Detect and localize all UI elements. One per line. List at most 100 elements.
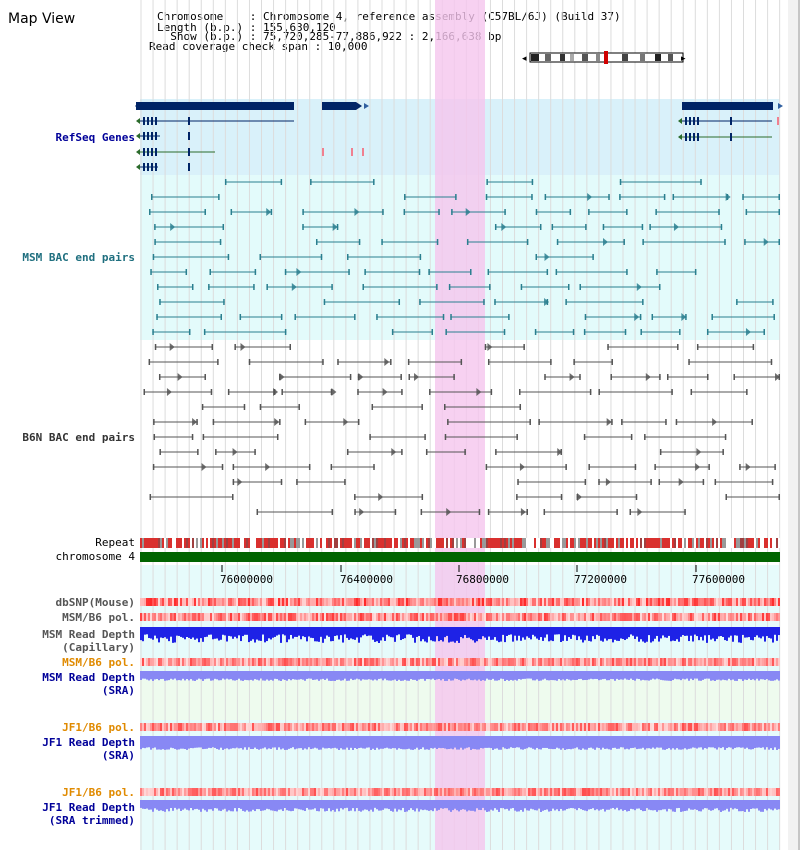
msm-b6-pol-label[interactable]: MSM/B6 pol.: [62, 611, 135, 624]
msm-capillary-depth-bar: [628, 627, 630, 638]
b6n-bac-end-pairs-label[interactable]: B6N BAC end pairs: [22, 431, 135, 444]
jf1-b6-pol-heat: [420, 723, 422, 731]
jf1-read-depth-sra-label[interactable]: JF1 Read Depth: [42, 736, 135, 749]
jf1-b6-pol-label[interactable]: JF1/B6 pol.: [62, 721, 135, 734]
jf1-trim-depth-bar: [340, 800, 342, 809]
msm-b6-pol-sra-heat: [758, 658, 760, 666]
jf1-sra-depth-bar: [276, 736, 278, 750]
jf1-b6-pol-trim-heat: [512, 788, 514, 796]
jf1-b6-pol-heat: [758, 723, 760, 731]
msm-b6-pol-sra-heat: [688, 658, 690, 666]
msm-sra-depth-bar: [420, 671, 422, 679]
jf1-b6-pol-trim-heat: [538, 788, 540, 796]
msm-sra-depth-bar: [652, 671, 654, 679]
dbsnp-heat: [618, 598, 620, 606]
jf1-b6-pol-trim-heat: [754, 788, 756, 796]
msm-bac-pair-end: [535, 254, 538, 260]
repeat-mark: [274, 538, 276, 548]
jf1-sra-depth-bar: [730, 736, 732, 748]
jf1-sra-depth-bar: [732, 736, 734, 750]
jf1-b6-pol-trim-heat: [480, 788, 482, 796]
jf1-sra-depth-bar: [308, 736, 310, 748]
msm-read-depth-sra-label[interactable]: MSM Read Depth: [42, 671, 135, 684]
jf1-b6-pol-trim-heat: [304, 788, 306, 796]
msm-b6-pol-sra-heat: [398, 658, 400, 666]
repeat-mark: [362, 538, 364, 548]
jf1-trim-depth-bar: [360, 800, 362, 812]
msm-capillary-depth-bar: [566, 627, 568, 641]
jf1-b6-pol-trim-heat: [770, 788, 772, 796]
jf1-sra-depth-bar: [522, 736, 524, 750]
msm-capillary-depth-bar: [614, 627, 616, 640]
jf1-trim-depth-bar: [404, 800, 406, 812]
jf1-trim-depth-bar: [262, 800, 264, 811]
msm-bac-pair-end: [489, 284, 491, 290]
jf1-b6-pol-heat: [524, 723, 526, 731]
b6n-bac-pair-end: [444, 434, 447, 440]
jf1-trim-depth-bar: [552, 800, 554, 809]
jf1-read-depth-trimmed-label[interactable]: JF1 Read Depth: [42, 801, 135, 814]
msm-capillary-depth-bar: [398, 627, 400, 635]
jf1-sra-depth-bar: [606, 736, 608, 749]
jf1-sra-depth-bar: [334, 736, 336, 748]
msm-capillary-depth-bar: [506, 627, 508, 636]
b6n-bac-pair-end: [684, 509, 686, 515]
b6n-bac-pair-end: [523, 344, 525, 350]
jf1-trim-depth-bar: [300, 800, 302, 810]
dbsnp-label[interactable]: dbSNP(Mouse): [55, 596, 135, 609]
jf1-trim-depth-bar: [546, 800, 548, 810]
jf1-trim-depth-bar: [648, 800, 650, 810]
repeat-mark: [628, 538, 630, 548]
jf1-b6-pol-trim-heat: [714, 788, 716, 796]
dbsnp-heat: [364, 598, 366, 606]
msm-sra-depth-bar: [754, 671, 756, 681]
jf1-trim-depth-bar: [722, 800, 724, 811]
msm-read-depth-capillary-label[interactable]: MSM Read Depth: [42, 628, 135, 641]
msm-b6-pol-sra-heat: [646, 658, 648, 666]
jf1-trim-depth-bar: [524, 800, 526, 809]
msm-b6-pol-sra-heat: [700, 658, 702, 666]
jf1-b6-pol-heat: [704, 723, 706, 731]
jf1-sra-depth-bar: [342, 736, 344, 750]
msm-sra-depth-bar: [696, 671, 698, 679]
msm-b6-pol-sra-label[interactable]: MSM/B6 pol.: [62, 656, 135, 669]
msm-sra-depth-bar: [330, 671, 332, 681]
jf1-sra-depth-bar: [348, 736, 350, 750]
b6n-bac-pair-end: [611, 419, 613, 425]
jf1-b6-pol-trim-heat: [158, 788, 160, 796]
msm-bac-end-pairs-label[interactable]: MSM BAC end pairs: [22, 251, 135, 264]
b6n-bac-pair-end: [490, 389, 493, 395]
msm-capillary-depth-bar: [448, 627, 450, 643]
msm-bac-pair-end: [224, 179, 227, 185]
repeat-mark: [604, 538, 606, 548]
jf1-b6-pol-trim-heat: [282, 788, 284, 796]
jf1-b6-pol-heat: [244, 723, 246, 731]
msm-b6-pol-heat: [736, 613, 738, 621]
msm-capillary-depth-bar: [594, 627, 596, 640]
msm-sra-depth-bar: [476, 671, 478, 681]
dbsnp-heat: [664, 598, 666, 606]
jf1-b6-pol-heat: [608, 723, 610, 731]
repeat-mark: [356, 538, 358, 548]
b6n-bac-pair-arrow: [382, 388, 388, 396]
jf1-sra-depth-bar: [676, 736, 678, 749]
msm-b6-pol-sra-heat: [748, 658, 750, 666]
msm-bac-pair-arrow: [763, 238, 769, 246]
msm-sra-depth-bar: [706, 671, 708, 679]
jf1-b6-pol-heat: [354, 723, 356, 731]
jf1-trim-depth-bar: [272, 800, 274, 811]
refseq-genes-label[interactable]: RefSeq Genes: [55, 131, 135, 144]
jf1-b6-pol-heat: [560, 723, 562, 731]
dbsnp-heat: [684, 598, 686, 606]
jf1-b6-pol-trim-heat: [672, 788, 674, 796]
repeat-mark: [692, 538, 694, 548]
jf1-b6-pol-trimmed-label[interactable]: JF1/B6 pol.: [62, 786, 135, 799]
repeat-mark: [622, 538, 624, 548]
jf1-b6-pol-trim-heat: [654, 788, 656, 796]
msm-b6-pol-sra-heat: [164, 658, 166, 666]
msm-capillary-depth-bar: [588, 627, 590, 641]
exon: [143, 163, 145, 171]
chromosome-ideogram[interactable]: ◂ ▸: [522, 51, 686, 64]
msm-b6-pol-heat: [672, 613, 674, 621]
